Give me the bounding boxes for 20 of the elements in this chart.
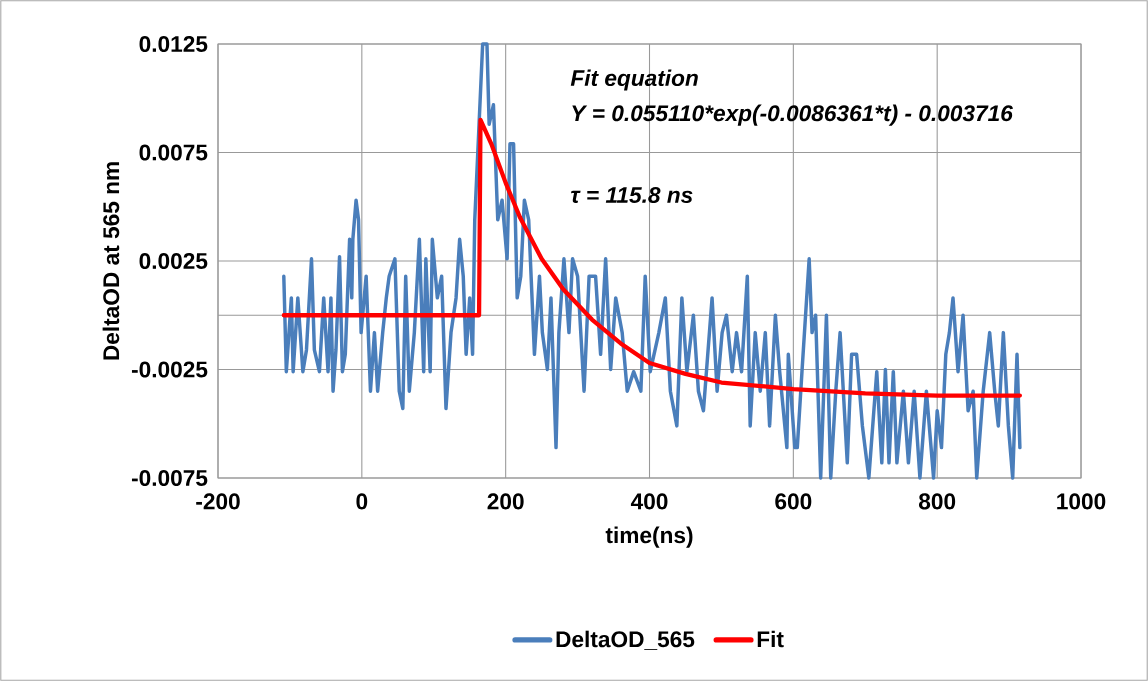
- x-tick-label: 800: [918, 493, 956, 510]
- x-tick-label: 200: [487, 493, 524, 510]
- x-tick-label: 600: [775, 493, 812, 510]
- x-tick-label: -200: [196, 493, 240, 510]
- annotation: τ = 115.8 ns: [571, 187, 693, 204]
- y-tick-label: -0.0075: [131, 469, 208, 487]
- y-tick-label: 0.0025: [139, 252, 208, 270]
- x-tick-label: 1000: [1057, 493, 1106, 510]
- legend-label: Fit: [757, 630, 784, 648]
- legend-label: DeltaOD_565: [556, 630, 695, 650]
- x-tick-label: 400: [630, 493, 668, 510]
- y-tick-label: 0.0125: [139, 35, 208, 53]
- y-axis-title: DeltaOD at 565 nm: [102, 162, 120, 360]
- line-series: [282, 42, 1022, 480]
- y-tick-label: 0.0075: [139, 144, 208, 161]
- annotation: Fit equation: [570, 69, 698, 91]
- x-axis-title: time(ns): [605, 526, 693, 548]
- x-tick-label: 0: [356, 493, 368, 510]
- y-tick-label: -0.0025: [131, 361, 208, 378]
- annotation: Y = 0.055110*exp(-0.0086361*t) - 0.003716: [572, 104, 1013, 126]
